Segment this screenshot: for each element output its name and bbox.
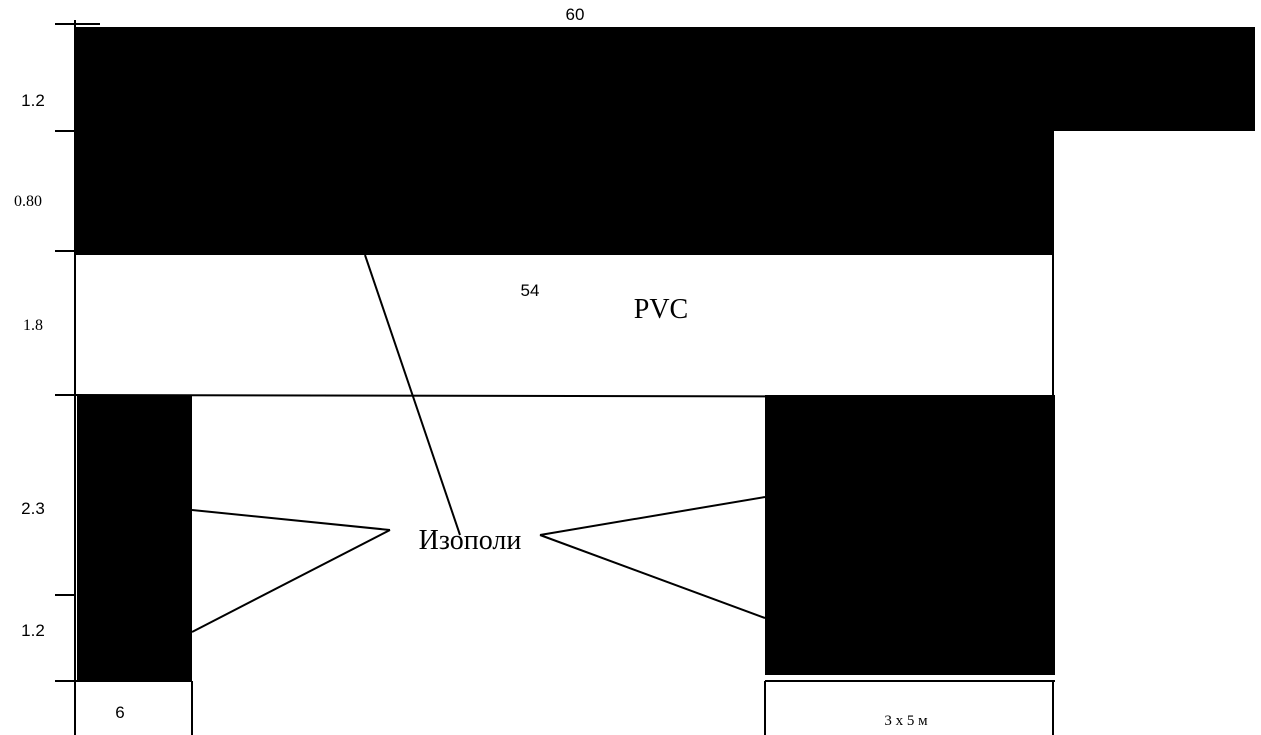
dim-label: 60 (566, 5, 585, 24)
dim-label: 1.2 (21, 91, 45, 110)
material-label: PVC (634, 294, 688, 325)
dim-label: 6 (115, 703, 124, 722)
right-block (765, 395, 1055, 675)
outlines (55, 20, 1055, 735)
dim-label: 54 (521, 281, 540, 300)
left-column (77, 395, 192, 681)
beam-block (75, 131, 1053, 255)
top-block (75, 27, 1255, 131)
material-label: Изополи (419, 525, 522, 556)
leader-lines (191, 254, 766, 633)
dim-label: 1.8 (23, 317, 43, 334)
dim-label: 1.2 (21, 621, 45, 640)
dim-label: 2.3 (21, 499, 45, 518)
dimension-ticks (55, 23, 100, 596)
dim-label: 0.80 (14, 193, 42, 210)
dim-label: 3 x 5 м (884, 713, 928, 729)
